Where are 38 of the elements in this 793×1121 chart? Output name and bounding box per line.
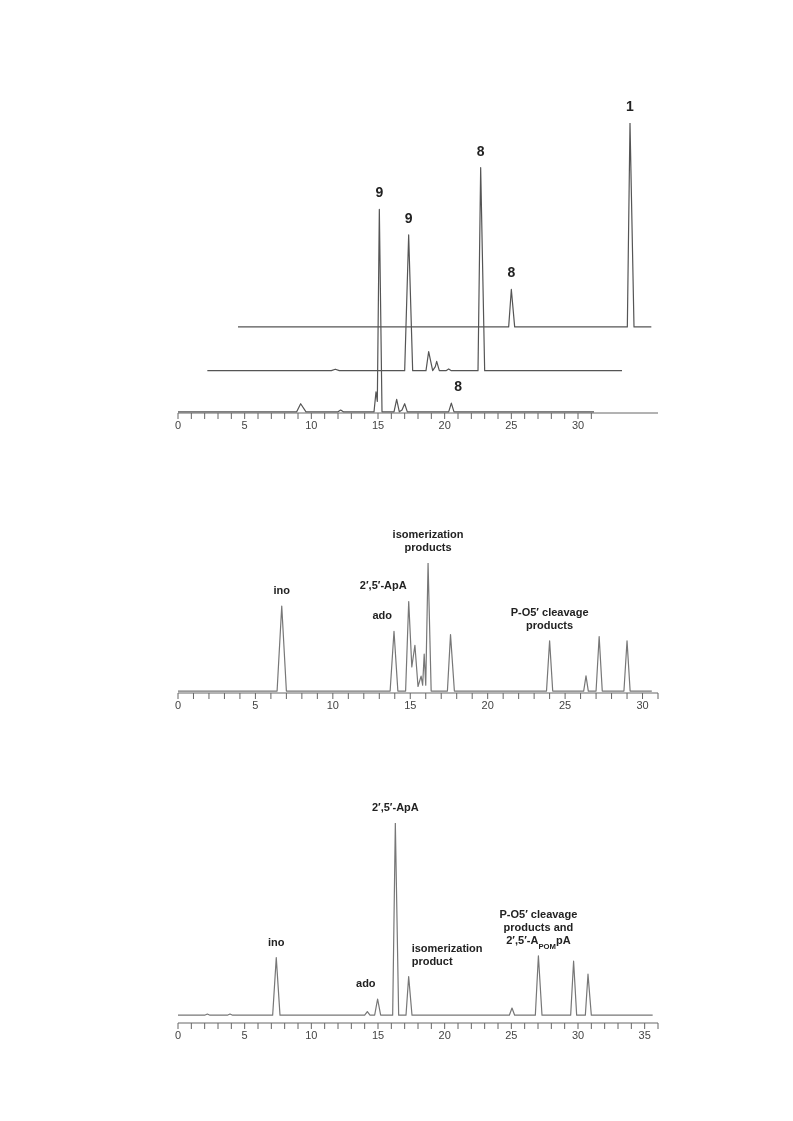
annotation: ino [268, 935, 285, 948]
x-tick-label: 0 [174, 698, 182, 711]
x-tick-label: 25 [558, 698, 572, 711]
annotation: 2′,5′-ApA [359, 579, 407, 592]
x-tick-label: 5 [241, 418, 248, 431]
x-tick-label: 30 [636, 698, 649, 711]
x-tick-label: 35 [638, 1028, 651, 1041]
annotation: P-O5′ cleavage products and 2′,5′-A$_{POM}$pA [499, 907, 578, 951]
annotation: P-O5′ cleavage products [510, 605, 589, 631]
x-tick-label: 30 [571, 1028, 585, 1041]
x-tick-label: 15 [404, 698, 417, 711]
x-tick-label: 25 [505, 1028, 518, 1041]
annotation: isomerization products [392, 528, 464, 553]
x-tick-label: 10 [305, 1028, 318, 1041]
x-tick-label: 15 [371, 418, 385, 431]
x-tick-label: 20 [438, 1028, 451, 1041]
x-tick-label: 25 [505, 418, 518, 431]
annotation: 9 [375, 184, 384, 201]
x-tick-label: 5 [241, 1028, 248, 1041]
annotation: ado [372, 609, 393, 622]
annotation: ado [356, 977, 376, 989]
annotation: 1 [626, 98, 635, 114]
x-tick-label: 20 [438, 418, 451, 431]
annotation: ino [273, 584, 291, 597]
annotation: 8 [507, 264, 516, 281]
x-tick-label: 15 [371, 1028, 385, 1041]
annotation: isomerization product [411, 941, 483, 967]
x-tick-label: 0 [174, 1028, 182, 1041]
x-tick-label: 0 [174, 418, 182, 431]
annotation: 9 [404, 209, 413, 226]
x-tick-label: 10 [305, 418, 318, 431]
annotation: 2′,5′-ApA [371, 801, 419, 813]
x-tick-label: 30 [571, 418, 585, 431]
annotation: 8 [454, 378, 463, 395]
x-tick-label: 10 [326, 698, 339, 711]
x-tick-label: 20 [481, 698, 494, 711]
x-tick-label: 5 [252, 698, 259, 711]
annotation: 8 [476, 142, 485, 159]
